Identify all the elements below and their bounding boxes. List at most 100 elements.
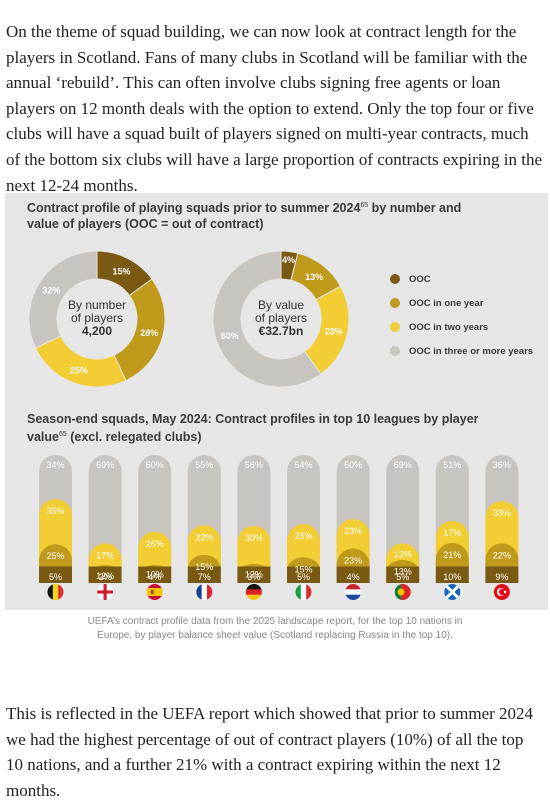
bar-value-label: 23% bbox=[344, 526, 362, 536]
belgium-flag bbox=[47, 584, 64, 600]
bar-column: 10% 21% 17% 51% bbox=[435, 455, 469, 583]
bar-value-label: 60% bbox=[146, 460, 164, 470]
france-flag bbox=[196, 584, 213, 600]
contract-profile-figure: Contract profile of playing squads prior… bbox=[5, 193, 548, 610]
donut-chart-title: Contract profile of playing squads prior… bbox=[27, 198, 467, 232]
bar-value-label: 26% bbox=[294, 531, 312, 541]
figure-caption: UEFA’s contract profile data from the 20… bbox=[87, 616, 463, 641]
bar-value-label: 55% bbox=[195, 460, 213, 470]
donut-slice-label: 23% bbox=[325, 326, 343, 336]
bar-value-label: 7% bbox=[198, 572, 211, 582]
bar-value-label: 3% bbox=[247, 572, 260, 582]
intro-paragraph: On the theme of squad building, we can n… bbox=[6, 22, 543, 195]
bar-value-label: 23% bbox=[344, 555, 362, 565]
bar-column: 5% 25% 35% 34% bbox=[39, 455, 72, 583]
england-flag bbox=[97, 584, 114, 600]
legend-swatch bbox=[390, 322, 400, 332]
donut-title-suffix: by number and value of players (OOC = ou… bbox=[27, 201, 462, 232]
bar-value-label: 10% bbox=[443, 572, 461, 582]
bar-chart-title: Season-end squads, May 2024: Contract pr… bbox=[27, 411, 507, 445]
netherlands-flag bbox=[345, 584, 362, 600]
bar-segment bbox=[485, 566, 519, 583]
bar-value-label: 69% bbox=[96, 460, 114, 470]
donut-slice-label: 28% bbox=[140, 328, 158, 338]
turkey-flag bbox=[493, 584, 510, 600]
conclusion-paragraph: This is reflected in the UEFA report whi… bbox=[6, 704, 534, 800]
bar-value-label: 21% bbox=[443, 550, 461, 560]
bar-value-label: 12% bbox=[96, 571, 114, 581]
legend-swatch bbox=[390, 298, 400, 308]
donut-slice-label: 15% bbox=[113, 266, 131, 276]
legend-item-ooc: OOC bbox=[390, 272, 431, 286]
bar-value-label: 25% bbox=[46, 551, 64, 561]
italy-flag bbox=[295, 584, 312, 600]
bar-column: 5%13%13%69% bbox=[386, 455, 420, 583]
donut-slice bbox=[212, 250, 322, 388]
bar-value-label: 4% bbox=[347, 572, 360, 582]
legend-swatch bbox=[390, 274, 400, 284]
legend-item-two-years: OOC in two years bbox=[390, 320, 488, 334]
bar-value-label: 10% bbox=[146, 569, 164, 579]
bar-value-label: 4% bbox=[148, 572, 161, 582]
donut-center-label: of players bbox=[71, 311, 123, 325]
bar-value-label: 51% bbox=[443, 460, 461, 470]
bar-column: 5%15% 26% 54% bbox=[287, 455, 320, 583]
bar-value-label: 36% bbox=[493, 460, 511, 470]
bar-segment bbox=[386, 566, 420, 583]
legend-label: OOC bbox=[409, 273, 431, 285]
donut-center-label: of players bbox=[255, 311, 307, 325]
bar-value-label: 15% bbox=[294, 564, 312, 574]
bar-value-label: 12% bbox=[245, 570, 263, 580]
bar-title-superscript: 65 bbox=[58, 431, 67, 438]
bar-value-label: 5% bbox=[49, 572, 62, 582]
legend-item-three-plus: OOC in three or more years bbox=[390, 344, 533, 358]
bar-value-label: 30% bbox=[245, 533, 263, 543]
donut-title-superscript: 65 bbox=[360, 202, 369, 209]
legend-label: OOC in one year bbox=[409, 297, 484, 309]
legend-label: OOC in two years bbox=[409, 321, 489, 333]
bar-value-label: 13% bbox=[394, 550, 412, 560]
bar-column: 7%15% 23% 55% bbox=[187, 455, 221, 583]
bar-value-label: 33% bbox=[493, 508, 511, 518]
donut-slice-label: 4% bbox=[282, 255, 295, 265]
bar-value-label: 5% bbox=[396, 572, 409, 582]
bar-column: 4% 23% 23% 50% bbox=[336, 455, 370, 583]
scotland-flag bbox=[444, 584, 461, 600]
bar-segment bbox=[336, 566, 370, 583]
donut-center-label: €32.7bn bbox=[259, 324, 304, 338]
bar-column: 2%12% 17% 69% bbox=[88, 455, 122, 583]
portugal-flag bbox=[394, 584, 411, 600]
donut-center-label: By value bbox=[258, 298, 304, 312]
bar-value-label: 54% bbox=[294, 460, 312, 470]
donut-slice-label: 25% bbox=[70, 365, 88, 375]
donut-center-label: By number bbox=[68, 298, 126, 312]
bar-value-label: 5% bbox=[297, 572, 310, 582]
donut-slice bbox=[28, 250, 98, 349]
bar-value-label: 2% bbox=[99, 572, 112, 582]
bar-title-main: Season-end squads, May 2024: Contract pr… bbox=[27, 412, 479, 445]
bar-value-label: 35% bbox=[46, 506, 64, 516]
donut-slice-label: 60% bbox=[221, 331, 239, 341]
bar-column: 4%10% 26% 60% bbox=[138, 455, 172, 583]
bar-value-label: 22% bbox=[493, 550, 511, 560]
stacked-bar-chart: 5%25%35%34%2%12%17%69%4%10%26%60%7%15%23… bbox=[39, 455, 519, 600]
bar-title-suffix: (excl. relegated clubs) bbox=[66, 430, 202, 445]
bar-segment bbox=[138, 566, 172, 583]
donut-title-main: Contract profile of playing squads prior… bbox=[27, 201, 361, 216]
bar-value-label: 9% bbox=[495, 572, 508, 582]
bar-value-label: 26% bbox=[146, 539, 164, 549]
bar-value-label: 17% bbox=[96, 550, 114, 560]
bar-value-label: 56% bbox=[245, 460, 263, 470]
legend-swatch bbox=[390, 346, 400, 356]
bar-value-label: 15% bbox=[195, 562, 213, 572]
bar-segment bbox=[435, 566, 469, 583]
donut-slice-label: 13% bbox=[305, 272, 323, 282]
bar-segment bbox=[39, 566, 72, 583]
bar-segment bbox=[88, 566, 122, 583]
bar-column: 9% 22% 33% 36% bbox=[485, 455, 519, 583]
bar-value-label: 17% bbox=[443, 528, 461, 538]
legend-item-one-year: OOC in one year bbox=[390, 296, 483, 310]
